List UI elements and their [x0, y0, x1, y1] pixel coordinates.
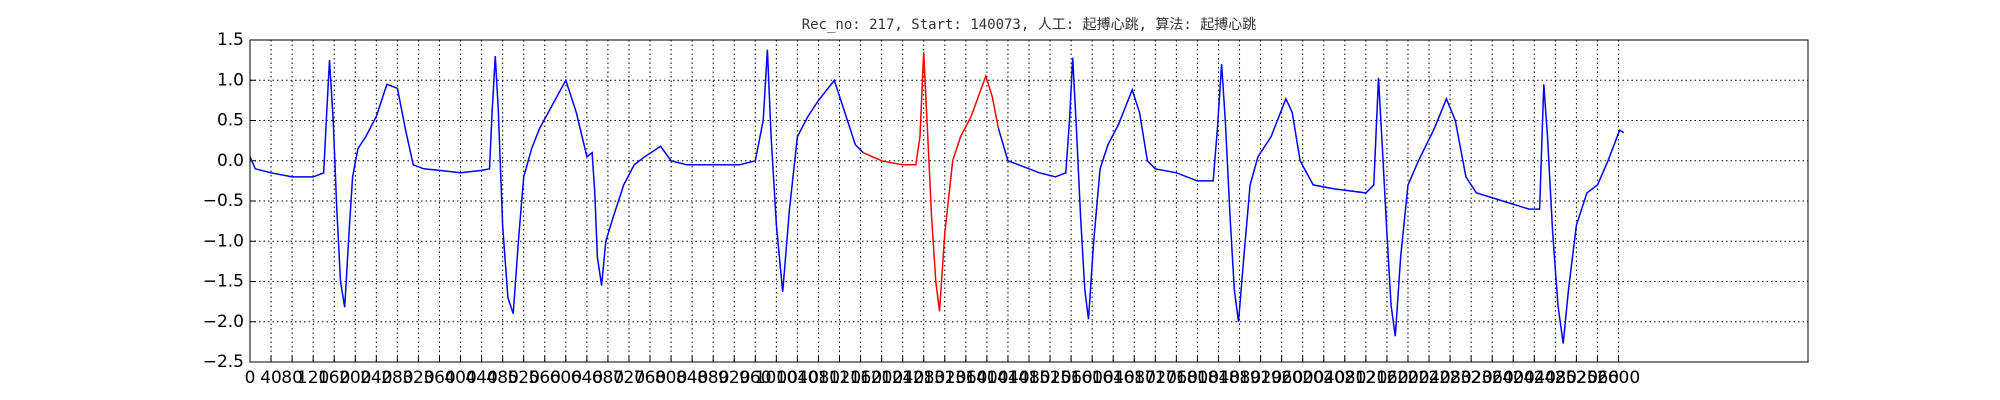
y-tick-label: −2.0 — [203, 312, 244, 332]
x-tick-label: 1600 — [1071, 368, 1114, 388]
x-tick-label: 200 — [339, 368, 371, 388]
x-tick-label: 1320 — [923, 368, 966, 388]
x-tick-label: 1200 — [860, 368, 903, 388]
x-tick-label: 2400 — [1492, 368, 1535, 388]
x-tick-label: 2080 — [1323, 368, 1366, 388]
x-tick-label: 80 — [281, 368, 303, 388]
x-tick-label: 0 — [245, 368, 256, 388]
y-tick-label: −0.5 — [203, 191, 244, 211]
ecg-line — [249, 49, 864, 314]
x-tick-label: 920 — [718, 368, 750, 388]
x-tick-label: 1760 — [1155, 368, 1198, 388]
x-tick-label: 2320 — [1450, 368, 1493, 388]
y-tick-label: 0.0 — [217, 151, 244, 171]
x-tick-label: 760 — [634, 368, 666, 388]
x-tick-label: 1120 — [818, 368, 861, 388]
y-tick-label: −1.0 — [203, 231, 244, 251]
x-tick-label: 1040 — [776, 368, 819, 388]
x-tick-label: 1280 — [902, 368, 945, 388]
ecg-line — [997, 57, 1625, 344]
x-tick-label: 520 — [507, 368, 539, 388]
ecg-line — [862, 52, 1000, 312]
x-tick-label: 1720 — [1134, 368, 1177, 388]
x-tick-label: 600 — [550, 368, 582, 388]
x-tick-label: 280 — [381, 368, 413, 388]
x-tick-label: 40 — [260, 368, 282, 388]
x-tick-label: 800 — [655, 368, 687, 388]
x-tick-label: 960 — [739, 368, 771, 388]
x-tick-label: 1880 — [1218, 368, 1261, 388]
x-tick-label: 1560 — [1049, 368, 1092, 388]
x-tick-label: 480 — [486, 368, 518, 388]
x-tick-label: 1360 — [944, 368, 987, 388]
y-tick-label: 0.5 — [217, 111, 244, 131]
x-tick-label: 2120 — [1344, 368, 1387, 388]
x-tick-label: 360 — [423, 368, 455, 388]
x-tick-label: 640 — [571, 368, 603, 388]
x-tick-label: 240 — [360, 368, 392, 388]
x-tick-label: 1840 — [1197, 368, 1240, 388]
x-tick-label: 1400 — [965, 368, 1008, 388]
x-tick-label: 2560 — [1576, 368, 1619, 388]
x-tick-label: 2000 — [1281, 368, 1324, 388]
plot-frame — [249, 39, 1809, 363]
y-tick-label: 1.0 — [217, 70, 244, 90]
y-tick-label: −2.5 — [203, 352, 244, 372]
x-tick-label: 1800 — [1176, 368, 1219, 388]
x-tick-label: 680 — [592, 368, 624, 388]
y-tick-label: 1.5 — [217, 30, 244, 50]
x-tick-label: 2440 — [1513, 368, 1556, 388]
x-tick-label: 1440 — [986, 368, 1029, 388]
x-tick-label: 2360 — [1471, 368, 1514, 388]
x-tick-label: 840 — [676, 368, 708, 388]
x-tick-label: 2520 — [1555, 368, 1598, 388]
x-tick-label: 2600 — [1597, 368, 1640, 388]
x-tick-label: 560 — [529, 368, 561, 388]
x-tick-label: 1080 — [797, 368, 840, 388]
x-tick-label: 2200 — [1386, 368, 1429, 388]
x-tick-label: 1960 — [1260, 368, 1303, 388]
x-tick-label: 1520 — [1028, 368, 1071, 388]
x-tick-label: 1000 — [755, 368, 798, 388]
x-tick-label: 1480 — [1007, 368, 1050, 388]
x-tick-label: 440 — [465, 368, 497, 388]
x-tick-label: 2240 — [1407, 368, 1450, 388]
x-tick-label: 1240 — [881, 368, 924, 388]
x-tick-label: 880 — [697, 368, 729, 388]
x-tick-label: 1920 — [1239, 368, 1282, 388]
y-tick-label: −1.5 — [203, 272, 244, 292]
x-tick-label: 2040 — [1302, 368, 1345, 388]
x-tick-label: 1160 — [839, 368, 882, 388]
x-tick-label: 160 — [318, 368, 350, 388]
x-tick-label: 120 — [297, 368, 329, 388]
x-tick-label: 2280 — [1428, 368, 1471, 388]
x-tick-label: 2480 — [1534, 368, 1577, 388]
x-tick-label: 400 — [444, 368, 476, 388]
x-tick-label: 320 — [402, 368, 434, 388]
x-tick-label: 720 — [613, 368, 645, 388]
x-tick-label: 1640 — [1092, 368, 1135, 388]
x-tick-label: 1680 — [1113, 368, 1156, 388]
chart-title: Rec_no: 217, Start: 140073, 人工: 起搏心跳, 算法… — [802, 16, 1257, 33]
x-tick-label: 2160 — [1365, 368, 1408, 388]
